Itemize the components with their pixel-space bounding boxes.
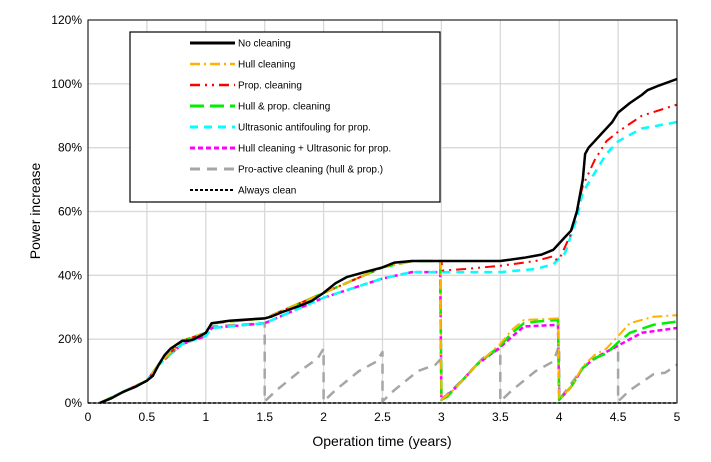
legend-label: Pro-active cleaning (hull & prop.) bbox=[238, 165, 383, 176]
plot-frame bbox=[87, 19, 678, 404]
y-tick-label: 20% bbox=[58, 332, 82, 346]
legend-label: Hull & prop. cleaning bbox=[238, 102, 330, 113]
y-tick-label: 80% bbox=[58, 141, 82, 155]
x-axis-label: Operation time (years) bbox=[312, 433, 451, 449]
x-tick-label: 0.5 bbox=[139, 410, 156, 424]
x-tick-label: 2 bbox=[320, 410, 327, 424]
legend-label: Always clean bbox=[238, 186, 296, 197]
y-axis-label: Power increase bbox=[27, 163, 43, 260]
series-line-prop-cleaning bbox=[99, 103, 678, 404]
y-tick-label: 120% bbox=[51, 13, 82, 27]
series-line-hull-prop-cleaning bbox=[99, 259, 678, 405]
series-line-pro-active-cleaning-hull-prop- bbox=[99, 321, 678, 405]
legend: No cleaning Hull cleaning Prop. cleaning Hu… bbox=[129, 31, 441, 203]
legend-label: No cleaning bbox=[238, 39, 291, 50]
x-tick-label: 5 bbox=[674, 410, 681, 424]
x-tick-label: 0 bbox=[85, 410, 92, 424]
y-tick-label: 0% bbox=[65, 396, 83, 410]
series-line-hull-cleaning-ultrasonic-for-prop- bbox=[99, 270, 678, 405]
x-tick-label: 4 bbox=[556, 410, 563, 424]
x-tick-label: 1.5 bbox=[256, 410, 273, 424]
x-tick-label: 2.5 bbox=[374, 410, 391, 424]
legend-label: Ultrasonic antifouling for prop. bbox=[238, 123, 371, 134]
x-tick-label: 3 bbox=[438, 410, 445, 424]
legend-label: Hull cleaning bbox=[238, 60, 295, 71]
y-tick-label: 100% bbox=[51, 77, 82, 91]
legend-label: Prop. cleaning bbox=[238, 81, 302, 92]
x-tick-label: 1 bbox=[202, 410, 209, 424]
series-line-hull-cleaning bbox=[99, 260, 678, 404]
y-tick-label: 40% bbox=[58, 268, 82, 282]
x-tick-label: 4.5 bbox=[610, 410, 627, 424]
legend-label: Hull cleaning + Ultrasonic for prop. bbox=[238, 144, 391, 155]
x-tick-label: 3.5 bbox=[492, 410, 509, 424]
series-line-no-cleaning bbox=[99, 77, 678, 405]
y-tick-label: 60% bbox=[58, 205, 82, 219]
